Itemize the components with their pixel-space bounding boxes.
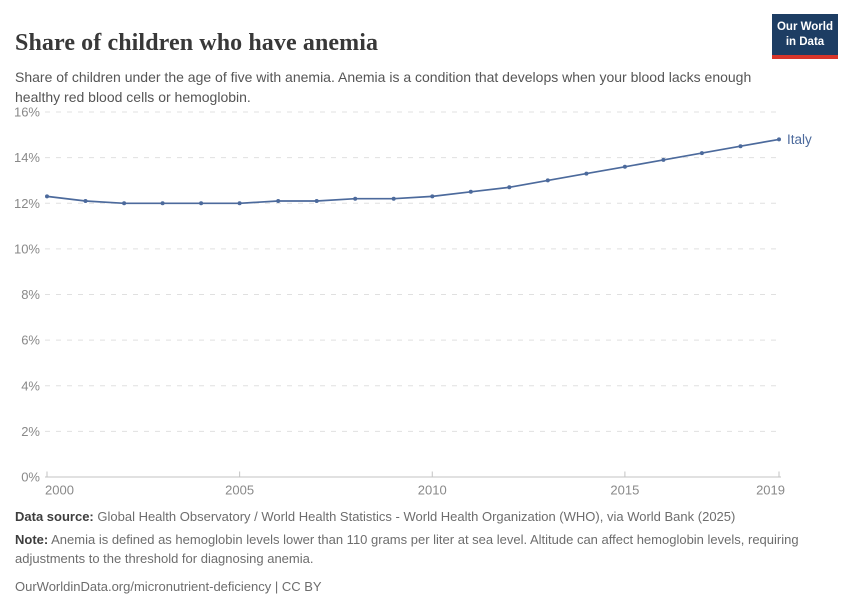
x-axis-tick-label: 2019 — [756, 483, 785, 498]
data-point — [83, 199, 88, 203]
data-point — [353, 196, 358, 201]
note-text: Anemia is defined as hemoglobin levels l… — [15, 531, 799, 566]
line-chart: 0% 2% 4% 6% 8% 10% 12% 14% 16% 2000 2005 2010 2015 20… — [14, 105, 812, 498]
data-source-label: Data source: — [15, 509, 94, 524]
note-line: Note: Anemia is defined as hemoglobin le… — [15, 531, 837, 569]
y-axis-tick-label: 12% — [14, 196, 40, 211]
y-axis-tick-label: 14% — [14, 150, 40, 165]
data-point — [777, 137, 781, 142]
data-source-text: Global Health Observatory / World Health… — [97, 509, 736, 524]
y-axis-tick-label: 4% — [21, 378, 40, 393]
chart-footer: Data source: Global Health Observatory /… — [15, 508, 837, 596]
data-point — [622, 164, 627, 169]
x-axis-tick-label: 2005 — [225, 483, 254, 498]
data-point — [468, 189, 473, 194]
chart-subtitle: Share of children under the age of five … — [15, 69, 752, 106]
series-entity-label: Italy — [787, 132, 812, 147]
owid-logo-line1: Our World — [776, 21, 833, 33]
data-point — [507, 185, 512, 190]
y-axis-tick-label: 16% — [14, 105, 40, 120]
page-title: Share of children who have anemia — [15, 30, 379, 57]
owid-logo-line2: in Data — [785, 36, 825, 49]
data-point — [160, 201, 165, 206]
data-source-line: Data source: Global Health Observatory /… — [15, 508, 837, 527]
data-point — [314, 199, 319, 203]
data-point — [276, 199, 281, 203]
data-point — [391, 196, 396, 201]
owid-logo[interactable]: Our World in Data — [772, 14, 838, 60]
y-axis-tick-label: 6% — [21, 333, 40, 348]
note-label: Note: — [15, 531, 49, 547]
data-point — [45, 194, 49, 199]
y-axis-tick-label: 0% — [21, 470, 40, 485]
x-axis-tick-label: 2000 — [45, 483, 74, 498]
data-point — [122, 201, 127, 206]
x-axis-tick-label: 2015 — [610, 483, 639, 498]
data-point — [584, 171, 589, 176]
data-point — [661, 157, 666, 162]
y-axis-tick-label: 2% — [21, 424, 40, 439]
data-point — [430, 194, 435, 199]
data-point — [545, 178, 550, 183]
chart-area: 0% 2% 4% 6% 8% 10% 12% 14% 16% 2000 2005 2010 2015 20… — [0, 95, 850, 510]
x-axis-tick-label: 2010 — [418, 483, 447, 498]
data-point — [738, 144, 743, 149]
data-point — [699, 151, 704, 156]
y-axis-tick-label: 8% — [21, 287, 40, 302]
citation-link[interactable]: OurWorldinData.org/micronutrient-deficie… — [15, 578, 322, 594]
y-axis-tick-label: 10% — [14, 241, 40, 256]
data-point — [199, 201, 204, 206]
data-point — [237, 201, 242, 206]
data-line — [46, 138, 780, 205]
